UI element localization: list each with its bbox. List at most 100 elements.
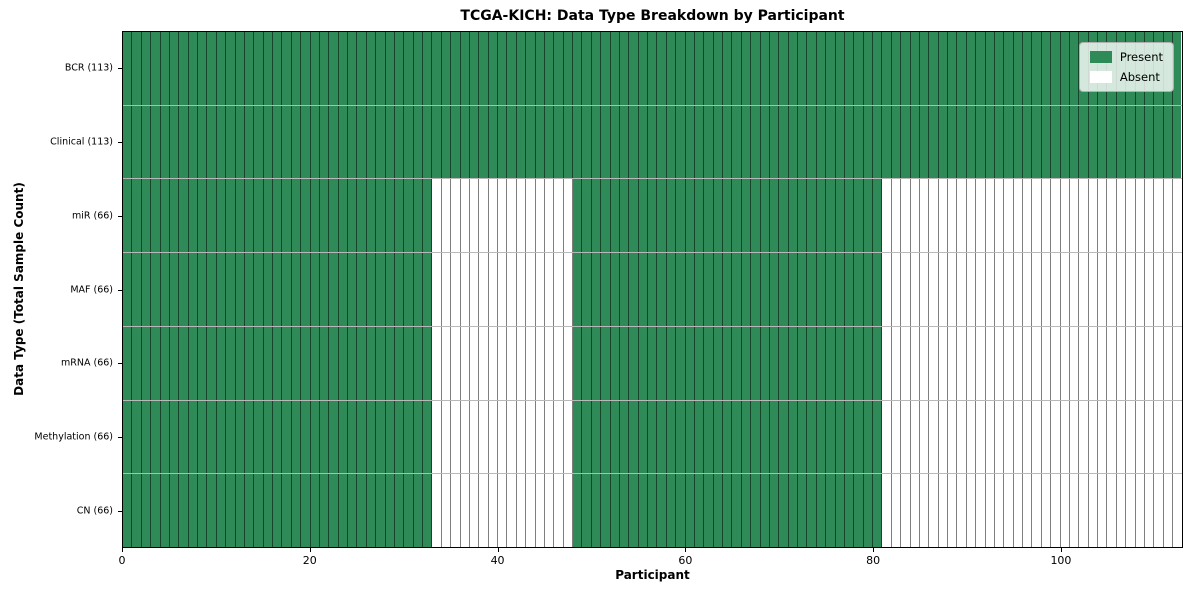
- heatmap-cell: [994, 105, 1005, 179]
- heatmap-cell: [338, 105, 348, 179]
- heatmap-cell: [441, 179, 452, 253]
- heatmap-cell: [535, 32, 545, 105]
- heatmap-cell: [1060, 326, 1070, 400]
- heatmap-cell: [357, 179, 367, 253]
- heatmap-cell: [1098, 179, 1108, 253]
- heatmap-cell: [498, 326, 508, 400]
- heatmap-cell: [704, 253, 714, 326]
- heatmap-cell: [713, 105, 723, 179]
- heatmap-cell: [357, 326, 367, 400]
- heatmap-cell: [826, 105, 836, 179]
- heatmap-cell: [929, 474, 939, 548]
- heatmap-cell: [1173, 400, 1182, 474]
- heatmap-cell: [385, 400, 395, 474]
- heatmap-cell: [844, 179, 855, 253]
- heatmap-cell: [198, 32, 208, 105]
- heatmap-cell: [854, 326, 864, 400]
- heatmap-cell: [882, 474, 892, 548]
- heatmap-cell: [1032, 179, 1042, 253]
- heatmap-cell: [723, 326, 733, 400]
- heatmap-cell: [1173, 105, 1182, 179]
- heatmap-cell: [348, 32, 358, 105]
- heatmap-cell: [1023, 179, 1033, 253]
- heatmap-cell: [807, 326, 817, 400]
- heatmap-cell: [657, 474, 667, 548]
- heatmap-cell: [573, 474, 583, 548]
- heatmap-cell: [498, 400, 508, 474]
- heatmap-cell: [254, 326, 264, 400]
- heatmap-cell: [657, 326, 667, 400]
- heatmap-cell: [404, 253, 414, 326]
- heatmap-cell: [1144, 105, 1155, 179]
- present-swatch-icon: [1089, 51, 1112, 63]
- heatmap-cell: [1144, 400, 1155, 474]
- heatmap-cell: [816, 179, 827, 253]
- heatmap-cell: [310, 105, 320, 179]
- heatmap-cell: [657, 400, 667, 474]
- heatmap-cell: [1098, 474, 1108, 548]
- legend-label-absent: Absent: [1119, 70, 1160, 84]
- heatmap-cell: [160, 253, 170, 326]
- heatmap-cell: [516, 105, 527, 179]
- chart-title: TCGA-KICH: Data Type Breakdown by Partic…: [460, 8, 845, 24]
- heatmap-cell: [179, 253, 189, 326]
- heatmap-cell: [1135, 474, 1145, 548]
- heatmap-cell: [629, 400, 639, 474]
- heatmap-cell: [526, 400, 536, 474]
- heatmap-cell: [666, 474, 677, 548]
- heatmap-cell: [910, 400, 920, 474]
- heatmap-cell: [273, 179, 283, 253]
- heatmap-cell: [723, 105, 733, 179]
- heatmap-cell: [966, 32, 977, 105]
- heatmap-cell: [788, 400, 798, 474]
- heatmap-cell: [826, 32, 836, 105]
- heatmap-cell: [469, 326, 480, 400]
- heatmap-cell: [619, 326, 630, 400]
- heatmap-cell: [385, 179, 395, 253]
- heatmap-cell: [291, 400, 302, 474]
- heatmap-cell: [957, 400, 967, 474]
- heatmap-cell: [1079, 179, 1089, 253]
- heatmap-cell: [854, 105, 864, 179]
- heatmap-cell: [919, 253, 930, 326]
- heatmap-cell: [273, 326, 283, 400]
- heatmap-cell: [535, 400, 545, 474]
- heatmap-cell: [423, 179, 433, 253]
- heatmap-cell: [263, 179, 273, 253]
- heatmap-cell: [873, 253, 883, 326]
- heatmap-cell: [366, 179, 377, 253]
- y-tick-label: miR (66): [71, 210, 113, 222]
- heatmap-cell: [760, 32, 770, 105]
- heatmap-cell: [160, 32, 170, 105]
- heatmap-cell: [348, 105, 358, 179]
- heatmap-cell: [751, 326, 761, 400]
- heatmap-cell: [573, 253, 583, 326]
- heatmap-cell: [469, 32, 480, 105]
- heatmap-cell: [216, 326, 227, 400]
- heatmap-cell: [151, 474, 161, 548]
- heatmap-cell: [357, 474, 367, 548]
- heatmap-cell: [498, 32, 508, 105]
- heatmap-cell: [516, 253, 527, 326]
- heatmap-cell: [610, 253, 620, 326]
- x-tick-mark: [685, 548, 687, 552]
- heatmap-cell: [732, 326, 742, 400]
- heatmap-cell: [816, 105, 827, 179]
- heatmap-cell: [591, 400, 602, 474]
- heatmap-cell: [976, 179, 986, 253]
- heatmap-cell: [1088, 400, 1098, 474]
- heatmap-cell: [835, 179, 845, 253]
- heatmap-cell: [826, 179, 836, 253]
- heatmap-cell: [863, 179, 873, 253]
- heatmap-cell: [376, 326, 386, 400]
- heatmap-cell: [1088, 474, 1098, 548]
- heatmap-cell: [638, 32, 648, 105]
- heatmap-cell: [235, 105, 245, 179]
- heatmap-cell: [1135, 400, 1145, 474]
- heatmap-cell: [582, 179, 592, 253]
- heatmap-cell: [432, 105, 442, 179]
- y-tick-label: CN (66): [76, 505, 113, 517]
- heatmap-cell: [1107, 179, 1117, 253]
- heatmap-cell: [976, 105, 986, 179]
- heatmap-cell: [516, 400, 527, 474]
